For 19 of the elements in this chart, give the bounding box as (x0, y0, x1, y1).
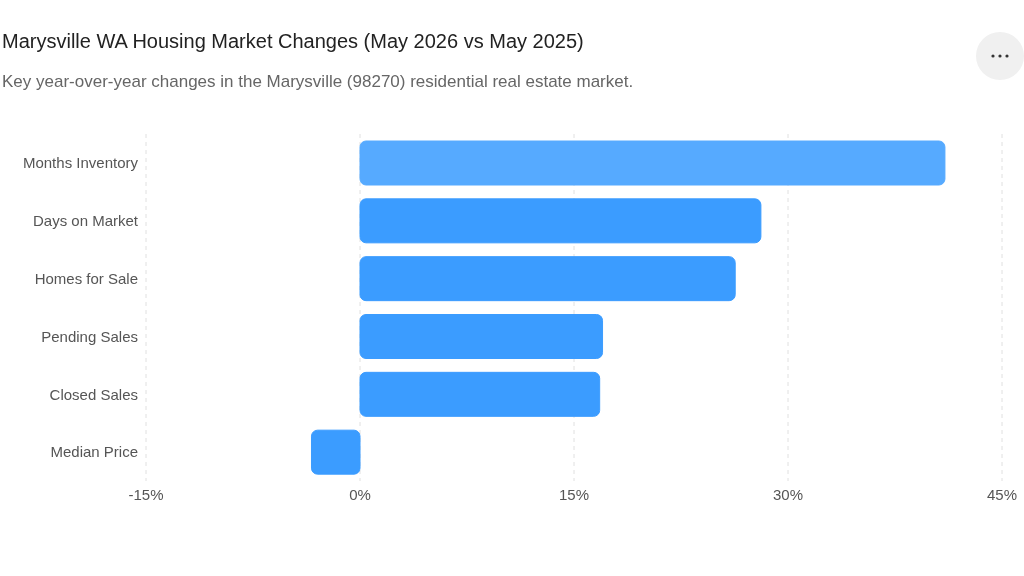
bar (359, 314, 604, 359)
y-tick-label: Days on Market (32, 212, 139, 230)
x-tick-label: 15% (558, 485, 590, 503)
x-tick-label: 45% (986, 485, 1018, 503)
bar (359, 140, 946, 186)
y-tick-label: Pending Sales (41, 327, 138, 345)
x-tick-label: 0% (349, 485, 371, 503)
x-tick-label: -15% (128, 485, 164, 503)
bar (310, 429, 361, 475)
bar (359, 256, 736, 302)
y-tick-label: Closed Sales (49, 385, 138, 403)
x-tick-label: 30% (772, 485, 804, 503)
chart-subtitle: Key year-over-year changes in the Marysville (98270) residential real estate market. (2, 72, 634, 92)
y-tick-label: Median Price (50, 443, 138, 461)
bar (359, 371, 601, 417)
y-tick-label: Months Inventory (22, 154, 139, 172)
y-tick-label: Homes for Sale (34, 269, 138, 287)
chart-title: Marysville WA Housing Market Changes (May 2026 vs May 2025) (2, 30, 584, 53)
bar (359, 198, 762, 244)
